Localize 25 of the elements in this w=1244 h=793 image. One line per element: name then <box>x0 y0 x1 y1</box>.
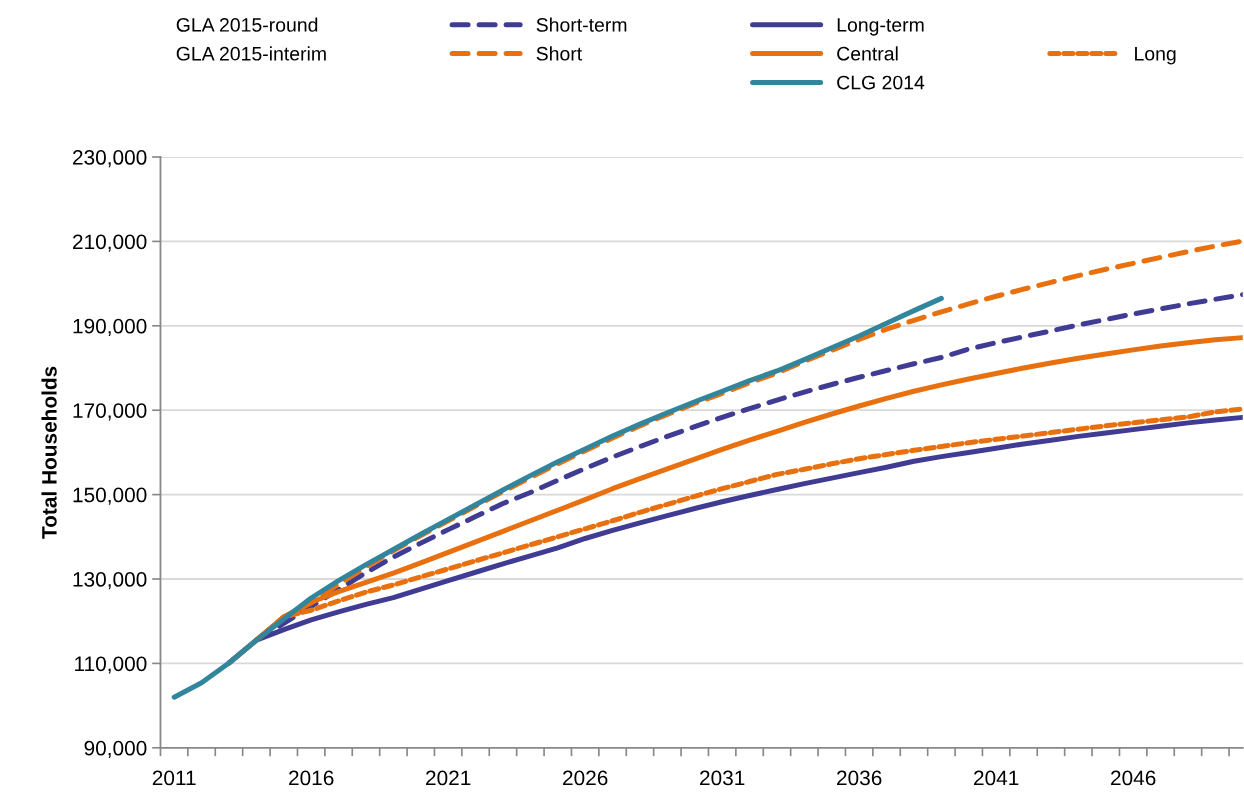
y-tick-label: 90,000 <box>84 740 147 759</box>
y-tick-label: 110,000 <box>75 656 147 674</box>
y-tick-label: 130,000 <box>73 572 147 590</box>
legend-label: Short-term <box>536 17 627 32</box>
x-tick-label: 2016 <box>289 770 334 786</box>
legend-label: Long <box>1135 47 1176 65</box>
x-tick-label: 2026 <box>563 770 608 786</box>
legend-label: Central <box>837 46 898 61</box>
y-tick-label: 190,000 <box>73 318 147 337</box>
x-tick-label: 2011 <box>152 770 196 786</box>
text: GLA 2015-round <box>176 17 318 32</box>
x-tick-label: 2046 <box>1111 770 1156 786</box>
y-tick-label: 230,000 <box>73 150 147 168</box>
legend-label: CLG 2014 <box>837 75 925 90</box>
text: GLA 2015-interim <box>176 46 326 61</box>
x-tick-label: 2031 <box>700 770 745 786</box>
x-tick-label: 2021 <box>426 770 471 786</box>
x-tick-label: 2041 <box>974 770 1019 786</box>
legend-label: Short <box>536 46 583 61</box>
y-axis-title: Total Households <box>41 366 57 539</box>
x-tick-label: 2036 <box>837 770 882 786</box>
legend-label: Long-term <box>837 18 924 36</box>
y-tick-label: 210,000 <box>73 234 147 252</box>
y-tick-label: 170,000 <box>73 403 147 421</box>
y-tick-label: 150,000 <box>73 487 147 505</box>
